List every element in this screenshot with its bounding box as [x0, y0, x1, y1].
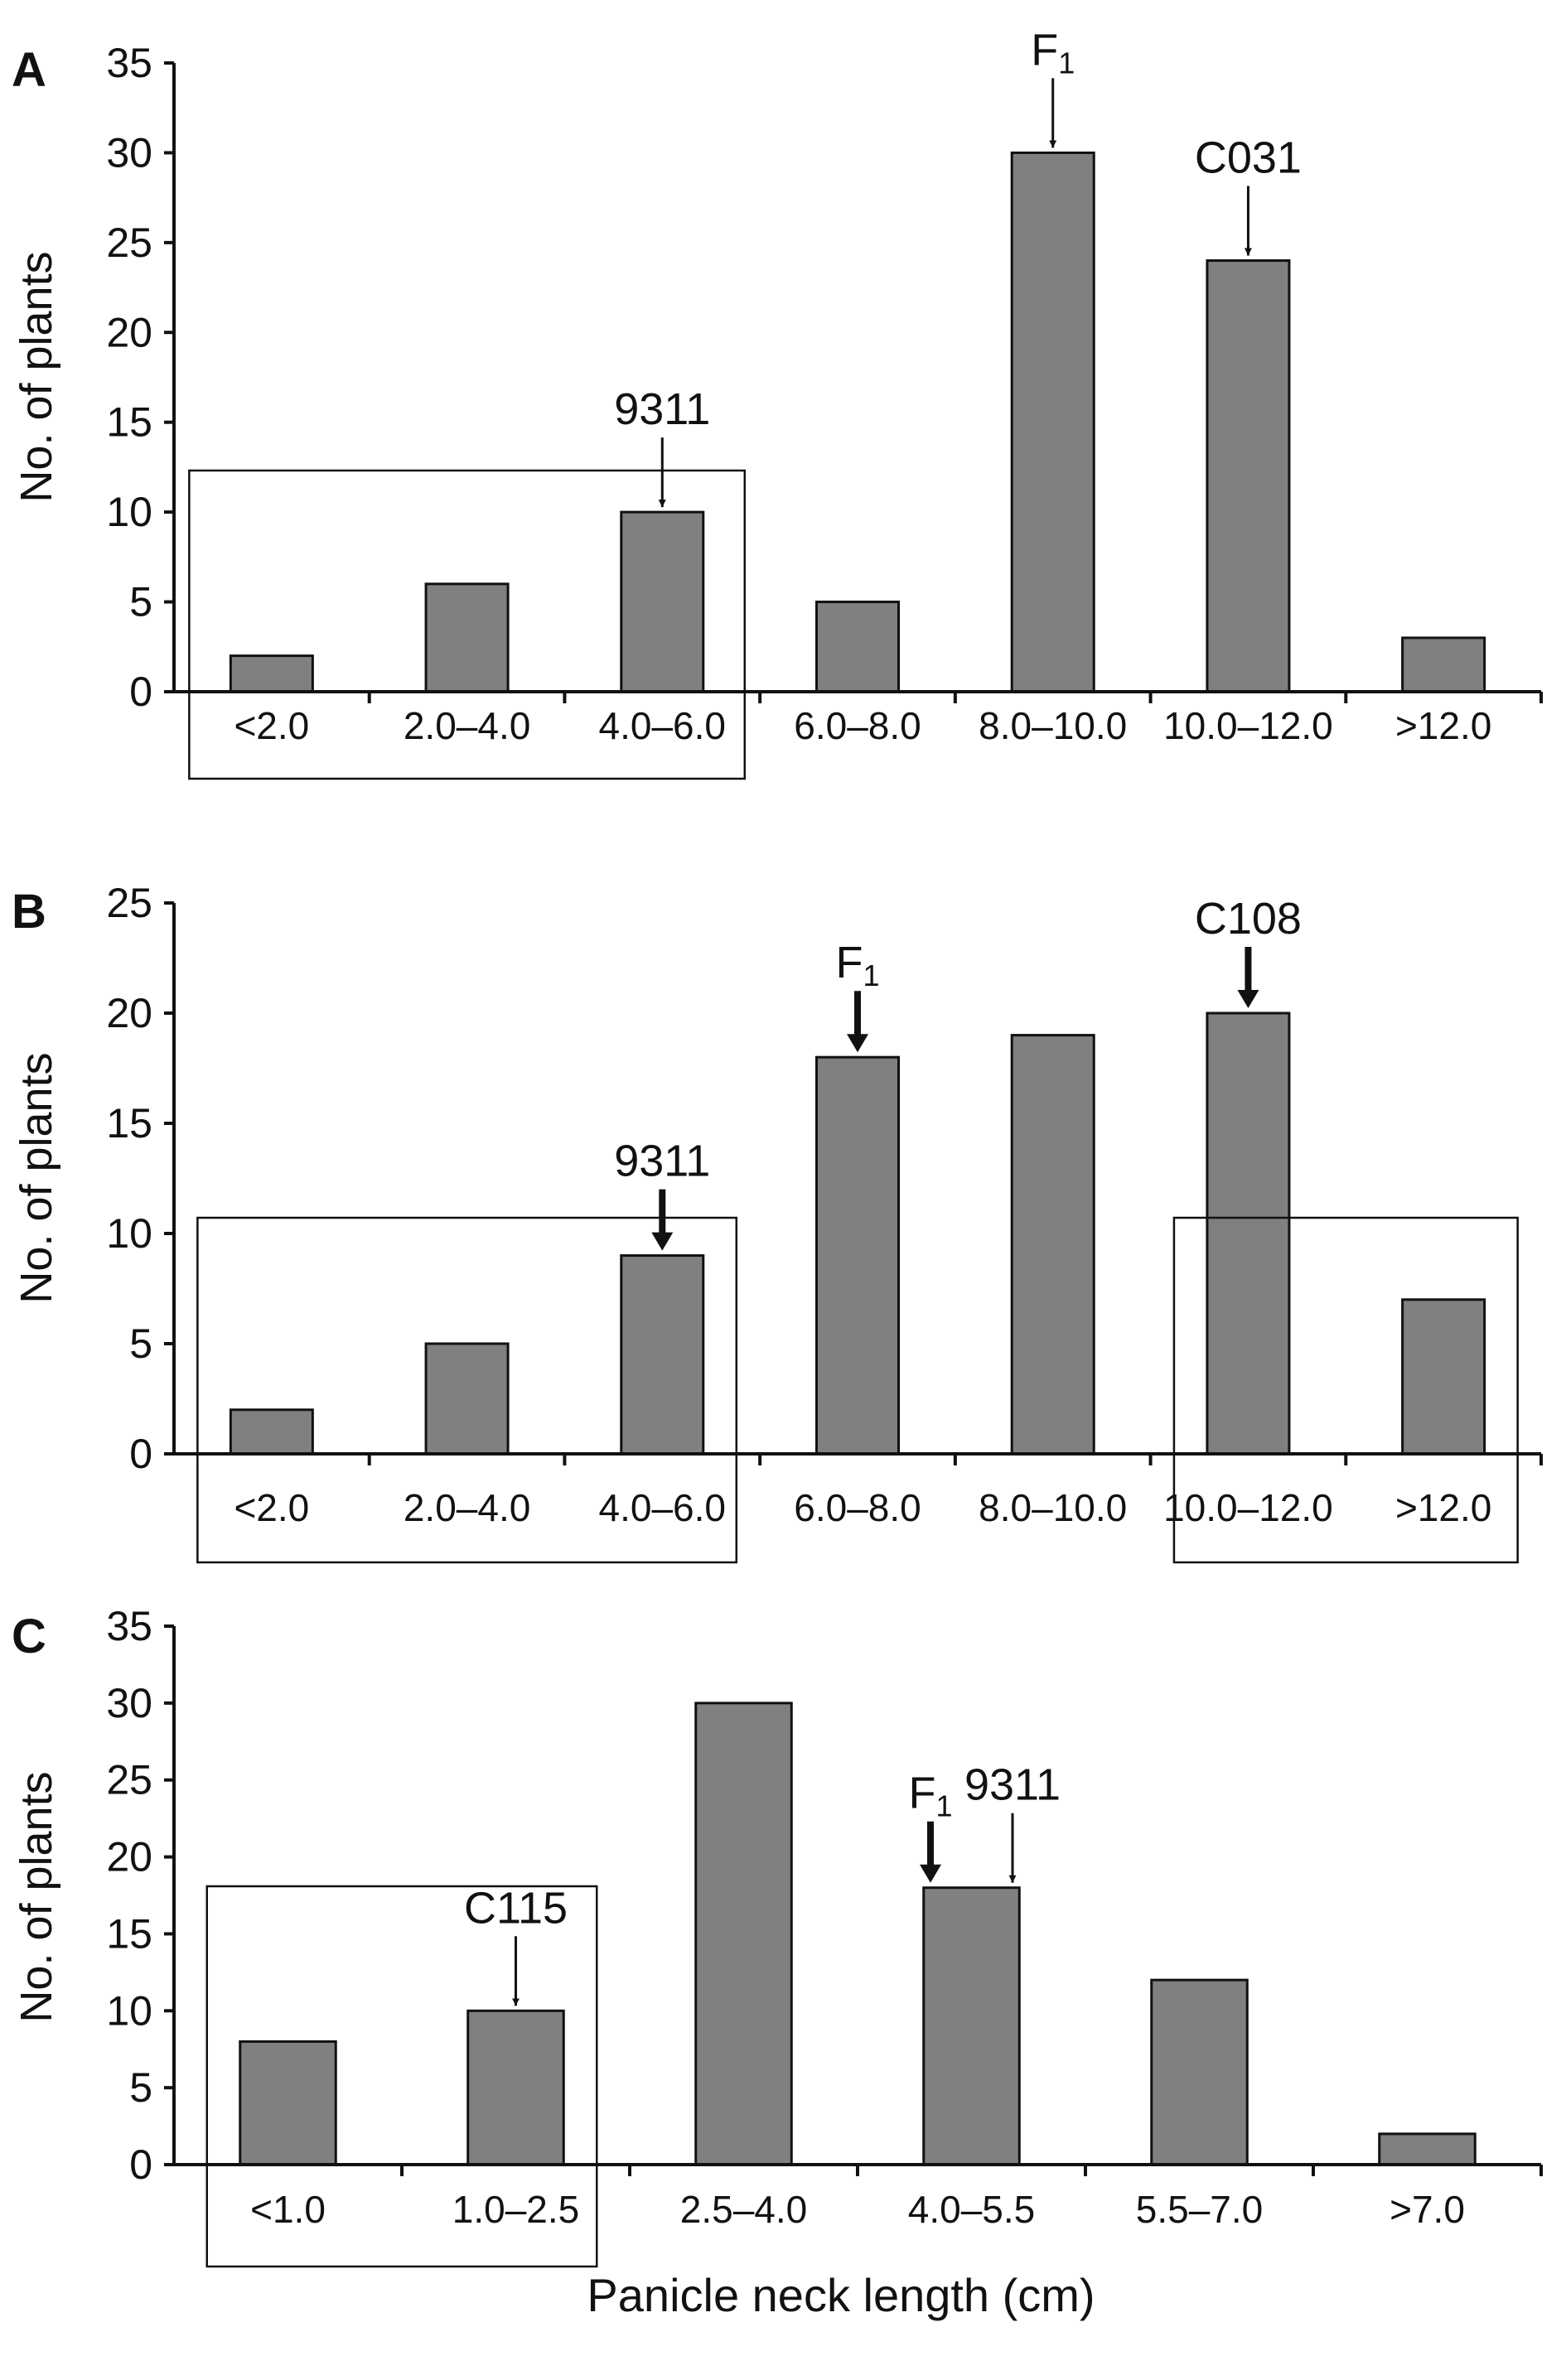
y-tick-label: 25 [106, 220, 152, 266]
y-axis-label: No. of plants [12, 1771, 61, 2022]
annotation-arrowhead [847, 1034, 868, 1053]
y-tick-label: 0 [129, 669, 152, 715]
bar [1206, 1011, 1291, 1456]
x-tick-label: >12.0 [1395, 704, 1491, 747]
y-tick-label: 15 [106, 399, 152, 446]
y-axis-label: No. of plants [12, 1052, 61, 1303]
group-box [196, 1216, 738, 1564]
annotation-arrowhead [1237, 990, 1259, 1008]
y-tick-label: 0 [129, 1431, 152, 1477]
x-tick-label: 4.0–5.5 [908, 2188, 1035, 2231]
annotation-label: C115 [464, 1883, 568, 1933]
bar [424, 582, 510, 693]
bar [229, 1408, 314, 1456]
x-tick-label: <2.0 [234, 1486, 309, 1529]
x-tick-label: 6.0–8.0 [794, 1486, 921, 1529]
bar [620, 1254, 705, 1456]
annotation-label: 9311 [614, 384, 710, 434]
bar [620, 510, 705, 693]
annotation-label: 9311 [964, 1760, 1061, 1810]
bar [239, 2040, 337, 2166]
panel-a: A No. of plants 0 5 10 15 20 25 30 35 <2.0 2.0–4.0 4… [12, 25, 1543, 780]
y-tick-label: 30 [106, 1680, 152, 1726]
group-box [1172, 1216, 1519, 1564]
x-tick-label: 8.0–10.0 [979, 704, 1127, 747]
panel-b: B No. of plants 0 5 10 15 20 25 <2.0 2.0–4.0 4.0–6… [12, 880, 1543, 1564]
bar [466, 2009, 565, 2166]
bar [1150, 1978, 1249, 2166]
y-tick-label: 35 [106, 1603, 152, 1649]
x-tick-label: >12.0 [1395, 1486, 1491, 1529]
bar [1206, 259, 1291, 693]
annotation-subscript: 1 [1058, 46, 1075, 80]
x-tick-label: 10.0–12.0 [1163, 704, 1333, 747]
bar [694, 1702, 793, 2166]
x-tick-label: <1.0 [250, 2188, 326, 2231]
x-tick-label: 4.0–6.0 [599, 1486, 726, 1529]
y-tick-label: 20 [106, 309, 152, 355]
x-axis-label: Panicle neck length (cm) [587, 2269, 1095, 2321]
y-tick-label: 15 [106, 1910, 152, 1957]
bar [922, 1886, 1021, 2166]
y-tick-label: 20 [106, 1834, 152, 1880]
x-tick-label: <2.0 [234, 704, 309, 747]
y-tick-label: 30 [106, 129, 152, 176]
x-tick-label: 5.5–7.0 [1136, 2188, 1263, 2231]
annotation-label: F1 [835, 938, 879, 992]
annotation-arrowhead [651, 1232, 674, 1251]
y-tick-label: 5 [129, 579, 152, 625]
x-tick-label: 2.0–4.0 [404, 704, 530, 747]
panel-letter: A [12, 43, 46, 97]
y-axis-label: No. of plants [12, 251, 61, 502]
x-tick-label: 8.0–10.0 [979, 1486, 1127, 1529]
bar [1401, 1298, 1486, 1456]
y-tick-label: 25 [106, 1757, 152, 1803]
x-tick-label: 2.5–4.0 [680, 2188, 807, 2231]
bar [1378, 2132, 1477, 2166]
annotation-label: F1 [908, 1769, 952, 1823]
y-tick-label: 5 [129, 1320, 152, 1367]
y-tick-label: 25 [106, 880, 152, 926]
bar [424, 1342, 510, 1456]
bar [815, 601, 900, 693]
x-tick-label: 4.0–6.0 [599, 704, 726, 747]
annotation-subscript: 1 [863, 958, 879, 992]
x-tick-label: 10.0–12.0 [1163, 1486, 1333, 1529]
bar [1401, 636, 1486, 693]
bar [1010, 1034, 1095, 1456]
panel-c: C No. of plants 0 5 10 15 20 25 30 35 <1.0 1.0–2.5 2… [12, 1603, 1543, 2321]
y-tick-label: 0 [129, 2141, 152, 2188]
x-tick-label: 1.0–2.5 [452, 2188, 579, 2231]
y-tick-label: 20 [106, 990, 152, 1036]
annotation-subscript: 1 [935, 1789, 952, 1823]
annotation-label: 9311 [614, 1137, 710, 1186]
y-tick-label: 10 [106, 1987, 152, 2034]
panel-letter: C [12, 1610, 46, 1663]
x-tick-label: 2.0–4.0 [404, 1486, 530, 1529]
annotation-arrowhead [920, 1864, 941, 1883]
panel-letter: B [12, 885, 46, 939]
annotation-label: C108 [1195, 894, 1302, 944]
bar [815, 1055, 900, 1456]
bar [229, 654, 314, 693]
annotation-label: C031 [1195, 133, 1302, 183]
y-tick-label: 35 [106, 40, 152, 86]
group-box [205, 1885, 598, 2268]
annotation-label: F1 [1031, 25, 1075, 80]
x-tick-label: 6.0–8.0 [794, 704, 921, 747]
y-tick-label: 5 [129, 2064, 152, 2111]
group-box [188, 469, 747, 780]
y-tick-label: 10 [106, 489, 152, 535]
y-tick-label: 15 [106, 1100, 152, 1147]
x-tick-label: >7.0 [1390, 2188, 1465, 2231]
bar [1010, 151, 1095, 693]
y-tick-label: 10 [106, 1210, 152, 1257]
